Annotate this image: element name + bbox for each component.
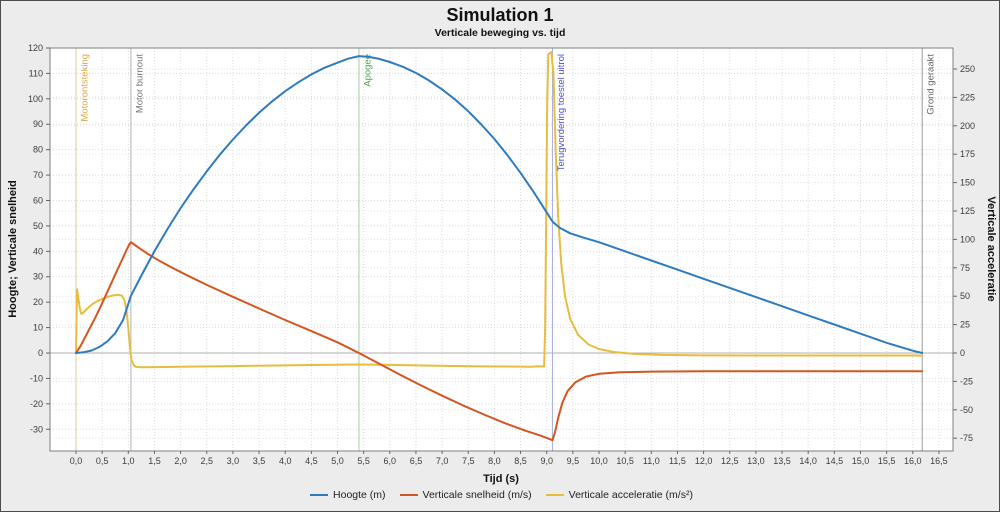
x-tick-label: 4,0 <box>279 456 292 466</box>
x-tick-label: 1,0 <box>122 456 135 466</box>
right-y-tick-label: 125 <box>960 206 975 216</box>
right-y-tick-label: 0 <box>960 348 965 358</box>
x-tick-label: 11,0 <box>643 456 660 466</box>
x-tick-label: 1,5 <box>148 456 161 466</box>
x-tick-label: 11,5 <box>669 456 686 466</box>
event-label: Motorontsteking <box>80 54 91 122</box>
series-left <box>75 241 924 442</box>
left-y-tick-label: 70 <box>33 170 43 180</box>
left-y-tick-label: -10 <box>30 373 43 383</box>
legend-label-hoogte: Hoogte (m) <box>333 489 386 501</box>
x-tick-label: 9,0 <box>540 456 553 466</box>
right-y-tick-label: 225 <box>960 92 975 102</box>
x-tick-label: 7,0 <box>436 456 449 466</box>
left-y-tick-label: 110 <box>29 68 43 78</box>
x-tick-label: 2,5 <box>200 456 213 466</box>
x-tick-label: 16,5 <box>930 456 948 466</box>
x-tick-label: 7,5 <box>462 456 475 466</box>
x-tick-label: 14,0 <box>799 456 817 466</box>
x-tick-label: 0,5 <box>96 456 109 466</box>
left-y-tick-label: 30 <box>33 272 43 282</box>
legend-label-verticale-snelheid: Verticale snelheid (m/s) <box>422 489 532 501</box>
x-tick-label: 16,0 <box>904 456 922 466</box>
left-y-tick-label: 60 <box>33 195 43 205</box>
left-y-axis-label: Hoogte; Verticale snelheid <box>7 180 19 318</box>
x-tick-label: 15,0 <box>852 456 870 466</box>
chart-title: Simulation 1 <box>446 5 554 25</box>
event-label: Motor burnout <box>134 54 145 114</box>
right-y-tick-label: -50 <box>960 405 973 415</box>
x-tick-label: 8,5 <box>514 456 527 466</box>
legend-item-verticale-acceleratie: Verticale acceleratie (m/s²) <box>545 489 693 501</box>
legend-item-hoogte: Hoogte (m) <box>310 489 386 501</box>
legend-label-verticale-acceleratie: Verticale acceleratie (m/s²) <box>568 489 693 501</box>
plot-layers: Motorontsteking Motor burnout Apogee Terugv… <box>28 43 975 466</box>
right-y-tick-label: 75 <box>960 263 970 273</box>
left-y-tick-label: 40 <box>33 246 43 256</box>
x-tick-label: 4,5 <box>305 456 318 466</box>
x-tick-label: 9,5 <box>567 456 580 466</box>
left-y-tick-label: -30 <box>30 424 43 434</box>
x-tick-label: 14,5 <box>826 456 844 466</box>
x-tick-label: 5,5 <box>357 456 370 466</box>
legend-swatch-hoogte <box>310 494 329 496</box>
x-tick-label: 10,5 <box>616 456 634 466</box>
left-y-tick-label: 120 <box>28 43 43 53</box>
x-tick-label: 3,5 <box>253 456 266 466</box>
series-right <box>75 51 924 369</box>
right-y-axis-label: Verticale acceleratie <box>985 196 997 301</box>
left-y-tick-label: 20 <box>33 297 43 307</box>
x-tick-label: 0,0 <box>70 456 83 466</box>
right-y-tick-label: 100 <box>960 234 975 244</box>
left-y-tick-label: 50 <box>33 221 43 231</box>
left-y-tick-label: 90 <box>33 119 43 129</box>
x-tick-label: 15,5 <box>878 456 896 466</box>
event-label: Apogee <box>362 54 373 87</box>
legend-swatch-verticale-snelheid <box>399 494 418 496</box>
x-tick-label: 13,0 <box>747 456 765 466</box>
right-y-tick-label: 200 <box>960 121 975 131</box>
right-y-tick-label: 250 <box>960 64 975 74</box>
right-y-tick-label: 175 <box>960 149 975 159</box>
x-tick-label: 2,0 <box>174 456 187 466</box>
right-y-tick-label: 25 <box>960 320 970 330</box>
x-tick-label: 10,0 <box>590 456 608 466</box>
left-y-tick-label: 80 <box>33 145 43 155</box>
right-y-tick-label: -75 <box>960 433 973 443</box>
left-y-tick-label: -20 <box>30 399 43 409</box>
event-label: Terugvordering toestel uitrol <box>556 54 567 171</box>
event-label: Grond geraakt <box>926 54 937 115</box>
x-axis-label: Tijd (s) <box>483 473 519 485</box>
legend: Hoogte (m) Verticale snelheid (m/s) Vert… <box>50 489 953 501</box>
x-tick-label: 3,0 <box>227 456 240 466</box>
left-y-tick-label: 100 <box>28 94 43 104</box>
right-y-tick-label: 50 <box>960 291 970 301</box>
legend-item-verticale-snelheid: Verticale snelheid (m/s) <box>399 489 532 501</box>
x-tick-label: 5,0 <box>331 456 344 466</box>
right-y-tick-label: 150 <box>960 178 975 188</box>
left-y-tick-label: 0 <box>38 348 43 358</box>
x-tick-label: 6,5 <box>410 456 423 466</box>
left-y-tick-label: 10 <box>33 323 43 333</box>
x-tick-label: 13,5 <box>773 456 791 466</box>
chart-subtitle: Verticale beweging vs. tijd <box>434 27 566 39</box>
x-tick-label: 12,0 <box>695 456 713 466</box>
legend-swatch-verticale-acceleratie <box>545 494 564 496</box>
series-left <box>75 55 924 354</box>
x-tick-label: 12,5 <box>721 456 739 466</box>
x-tick-label: 6,0 <box>384 456 397 466</box>
x-tick-label: 8,0 <box>488 456 501 466</box>
right-y-tick-label: -25 <box>960 376 973 386</box>
